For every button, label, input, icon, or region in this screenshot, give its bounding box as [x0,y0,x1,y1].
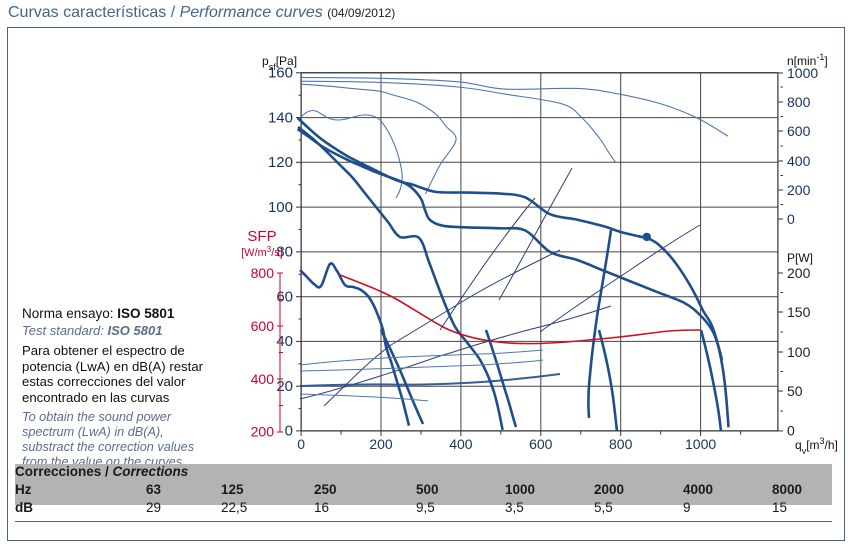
svg-text:0: 0 [787,211,795,227]
svg-text:120: 120 [268,154,293,171]
svg-text:400: 400 [251,371,275,387]
svg-text:150: 150 [787,304,811,320]
svg-text:600: 600 [787,123,811,139]
svg-text:200: 200 [787,182,811,198]
svg-text:[W/m3/s]: [W/m3/s] [241,245,283,260]
svg-text:20: 20 [276,378,293,395]
svg-text:50: 50 [787,383,803,399]
svg-text:400: 400 [787,153,811,169]
svg-text:SFP: SFP [247,228,276,245]
svg-text:600: 600 [251,318,275,334]
svg-text:200: 200 [369,436,393,452]
svg-text:600: 600 [529,436,553,452]
svg-text:800: 800 [609,436,633,452]
svg-text:0: 0 [297,436,305,452]
svg-text:200: 200 [251,424,275,440]
svg-text:400: 400 [449,436,473,452]
svg-text:0: 0 [285,423,293,440]
svg-text:800: 800 [787,94,811,110]
svg-text:100: 100 [268,199,293,216]
svg-text:60: 60 [276,288,293,305]
svg-text:800: 800 [251,265,275,281]
svg-text:40: 40 [276,333,293,350]
svg-text:P[W]: P[W] [787,251,813,265]
svg-text:100: 100 [787,344,811,360]
svg-text:0: 0 [787,423,795,439]
svg-text:n[min-1]: n[min-1] [787,52,828,68]
svg-text:1000: 1000 [685,436,716,452]
svg-text:200: 200 [787,265,811,281]
svg-text:qv[m3/h]: qv[m3/h] [795,436,838,456]
svg-text:140: 140 [268,109,293,126]
